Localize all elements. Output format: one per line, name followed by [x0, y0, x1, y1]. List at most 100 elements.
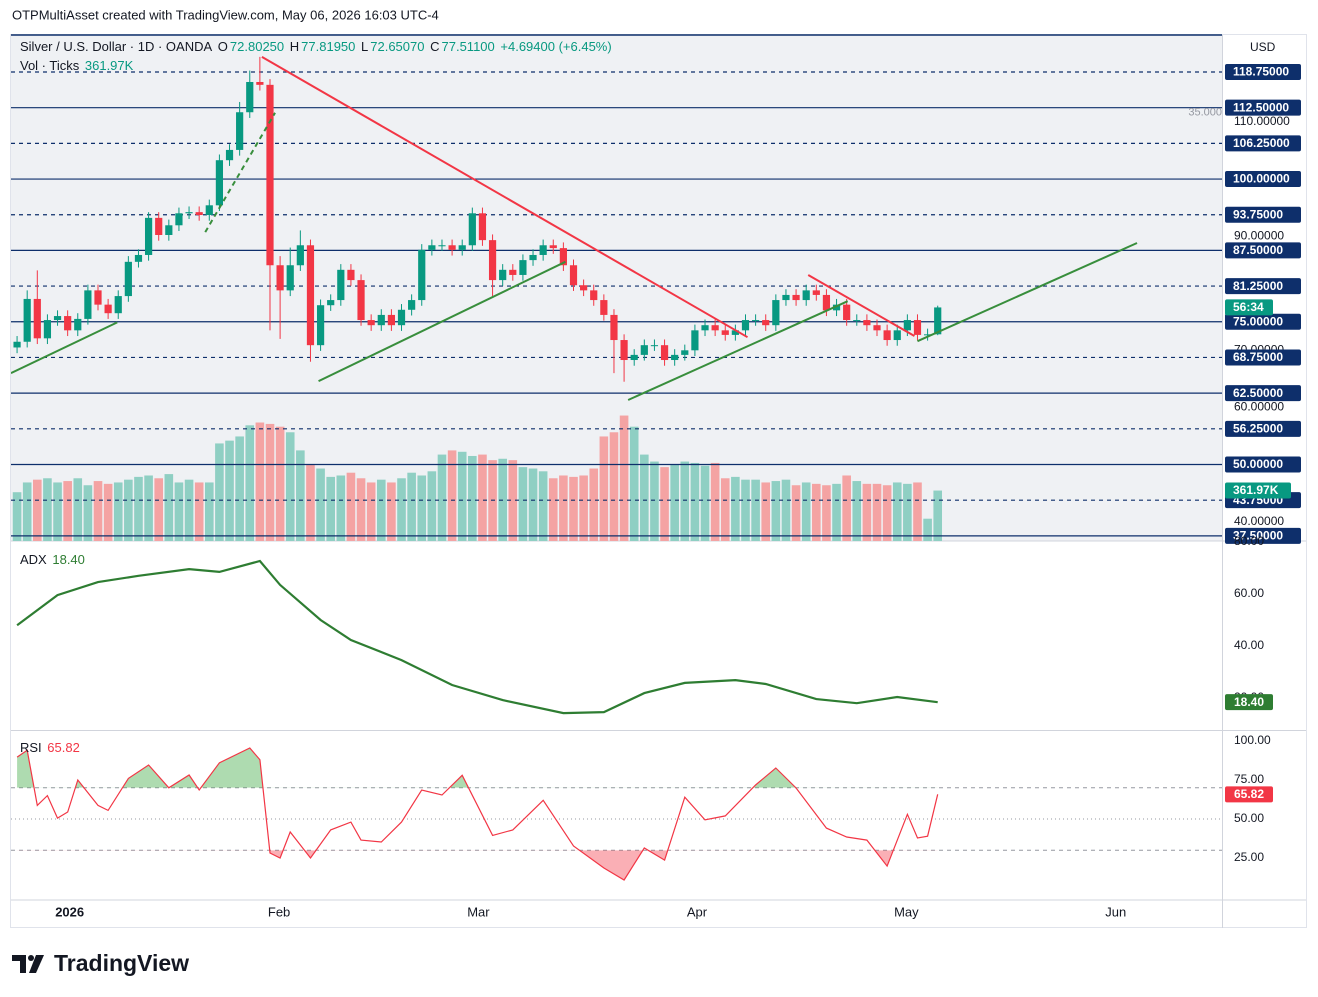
candle-body	[832, 304, 841, 311]
volume-bar	[275, 426, 285, 541]
candle-body	[681, 350, 689, 355]
volume-bar	[437, 454, 447, 541]
rsi-line	[16, 747, 939, 881]
volume-bar	[235, 436, 244, 541]
candle-body	[762, 320, 770, 326]
level-label: 56.25000	[1233, 421, 1283, 435]
volume-bar	[346, 472, 356, 541]
volume-bar	[528, 468, 538, 541]
volume-bar	[832, 483, 841, 541]
candle-body	[104, 304, 112, 314]
candle-body	[438, 245, 446, 247]
level-box	[1225, 135, 1301, 152]
level-label: 68.75000	[1233, 350, 1283, 364]
candle-body	[94, 290, 102, 305]
candle-body	[569, 265, 578, 286]
currency: USD	[1250, 40, 1276, 54]
rsi-tick-label: 25.00	[1234, 850, 1264, 864]
rsi-pane	[11, 731, 1222, 900]
countdown-box	[1225, 299, 1273, 316]
candle-body	[529, 254, 537, 261]
candle-body	[114, 296, 122, 314]
volume-bar	[720, 478, 730, 541]
volume-bar	[83, 485, 93, 541]
volume-bar	[12, 492, 22, 541]
candle-body	[195, 212, 203, 216]
volume-bar	[599, 436, 609, 541]
volume-bar	[589, 468, 599, 541]
y-tick-label: 60.00000	[1234, 400, 1284, 414]
volume-bar	[194, 482, 204, 541]
candle-body	[488, 240, 497, 281]
volume-bar	[265, 423, 275, 541]
trendline	[261, 55, 749, 339]
level-label: 93.75000	[1233, 207, 1283, 221]
rsi-value: 65.82	[47, 740, 80, 755]
volume-bar	[751, 479, 760, 541]
volume-bar	[468, 455, 477, 541]
volume-bar	[710, 462, 720, 541]
volume-bar	[33, 479, 42, 541]
candle-body	[853, 320, 861, 322]
level-box	[1225, 242, 1301, 259]
candle-body	[225, 149, 234, 161]
candle-body	[559, 248, 567, 266]
volume-bar	[650, 461, 659, 541]
candle-body	[23, 298, 31, 342]
candle-body	[721, 330, 729, 335]
candle-body	[175, 213, 183, 226]
candle-body	[600, 300, 608, 315]
candle-body	[377, 314, 385, 326]
x-tick-label: Feb	[268, 904, 290, 919]
x-tick-label: 2026	[55, 904, 84, 919]
adx-tick-label: 40.00	[1234, 638, 1264, 652]
candle-body	[408, 300, 416, 310]
symbol: Silver / U.S. Dollar · 1D · OANDA	[20, 39, 213, 54]
volume-bar	[559, 475, 568, 541]
candle-body	[468, 213, 476, 246]
candle-body	[84, 290, 92, 319]
level-label: 81.25000	[1233, 279, 1283, 293]
candle-body	[903, 320, 911, 331]
volume-bar	[124, 479, 133, 541]
volume-bar	[376, 479, 386, 541]
volume-bar	[255, 422, 265, 541]
volume-bar	[478, 454, 487, 541]
volume-bar	[680, 461, 690, 541]
volume-bar	[326, 476, 335, 541]
candle-body	[620, 340, 628, 361]
volume-bar	[417, 475, 427, 541]
volume-bar	[842, 475, 851, 541]
rsi-tick-label: 75.00	[1234, 772, 1264, 786]
ohlc-key: C	[430, 39, 440, 54]
rsi-box	[1225, 786, 1273, 803]
ohlc-value: 72.65070	[370, 39, 425, 54]
volume-box	[1225, 482, 1291, 499]
volume-bar	[822, 485, 831, 541]
candle-body	[873, 325, 881, 331]
volume-bar	[508, 460, 518, 541]
candle-body	[843, 304, 851, 321]
ohlc-key: O	[217, 39, 228, 54]
candle-body	[357, 280, 365, 321]
trendline	[917, 242, 1138, 343]
candle-body	[478, 213, 487, 241]
candle-body	[124, 261, 132, 297]
trendline	[318, 260, 566, 383]
adx-tick-label: 60.00	[1234, 586, 1264, 600]
volume-bar	[103, 483, 113, 541]
candle-body	[33, 298, 41, 339]
time-axis: 2026 Feb Mar Apr May Jun	[55, 904, 1126, 919]
volume-bar	[781, 479, 791, 541]
volume-bar	[63, 481, 72, 541]
level-box	[1225, 278, 1301, 295]
rsi-box-label: 65.82	[1234, 787, 1264, 801]
candle-body	[590, 290, 598, 301]
level-box	[1225, 206, 1301, 223]
volume-bar	[862, 483, 872, 541]
volume-bar	[22, 482, 32, 541]
change: +4.69400 (+6.45%)	[500, 39, 612, 54]
y-tick-label: 110.00000	[1234, 114, 1290, 128]
